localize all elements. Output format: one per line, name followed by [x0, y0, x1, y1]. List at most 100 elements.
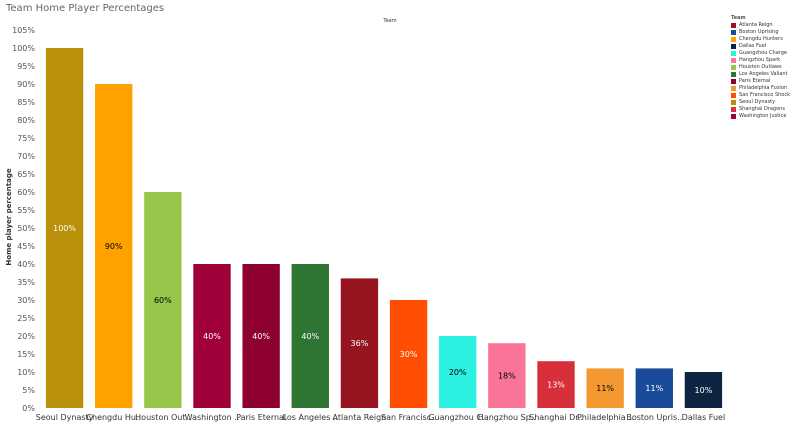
- legend-swatch: [731, 51, 736, 56]
- y-tick-label: 55%: [17, 206, 35, 215]
- legend-item[interactable]: Houston Outlaws: [731, 64, 800, 71]
- bar[interactable]: [537, 361, 575, 408]
- legend-item[interactable]: Philadelphia Fusion: [731, 85, 800, 92]
- legend-items: Atlanta Reign Boston Uprising Chengdu Hunt…: [731, 22, 800, 120]
- bar-chart: Team Home player percentage 0% 5% 10% 15% 20…: [5, 18, 725, 422]
- data-label: 100%: [53, 224, 76, 233]
- x-tick-label: Atlanta Reign: [333, 413, 387, 422]
- legend-label: Boston Uprising: [739, 29, 779, 35]
- y-tick-label: 5%: [22, 386, 35, 395]
- legend-label: Atlanta Reign: [739, 22, 773, 28]
- legend-label: Paris Eternal: [739, 78, 771, 84]
- y-tick-label: 25%: [17, 314, 35, 323]
- x-tick-label: Los Angeles ..: [283, 413, 338, 422]
- bar[interactable]: [488, 343, 526, 408]
- bar[interactable]: [45, 48, 84, 408]
- bar[interactable]: [340, 278, 379, 408]
- legend-swatch: [731, 114, 736, 119]
- legend-swatch: [731, 65, 736, 70]
- y-tick-label: 65%: [17, 170, 35, 179]
- y-axis-label: Home player percentage: [5, 168, 13, 265]
- data-label: 40%: [301, 332, 319, 341]
- y-tick-label: 50%: [17, 224, 35, 233]
- legend-swatch: [731, 107, 736, 112]
- legend-title: Team: [731, 15, 746, 21]
- bar[interactable]: [95, 84, 133, 408]
- y-tick-label: 105%: [12, 26, 35, 35]
- legend-label: Los Angeles Valiant: [739, 71, 788, 77]
- data-label: 18%: [498, 372, 516, 381]
- bar[interactable]: [439, 336, 477, 408]
- x-tick-label: Guangzhou C..: [428, 413, 487, 422]
- legend-item[interactable]: San Francisco Shock: [731, 92, 800, 99]
- x-tick-label: Washington ..: [185, 413, 240, 422]
- bar[interactable]: [291, 264, 329, 408]
- data-label: 40%: [203, 332, 221, 341]
- y-tick-label: 85%: [17, 98, 35, 107]
- legend-label: Hangzhou Spark: [739, 57, 781, 63]
- bar[interactable]: [242, 264, 280, 408]
- legend-label: Dallas Fuel: [739, 43, 767, 49]
- y-tick-label: 60%: [17, 188, 35, 197]
- x-tick-label: Dallas Fuel: [682, 413, 726, 422]
- bar[interactable]: [586, 368, 624, 408]
- legend-swatch: [731, 30, 736, 35]
- bar[interactable]: [144, 192, 182, 408]
- y-tick-label: 80%: [17, 116, 35, 125]
- legend-swatch: [731, 72, 736, 77]
- data-label: 11%: [645, 384, 663, 393]
- x-tick-label: Philadelphia ..: [577, 413, 633, 422]
- legend-swatch: [731, 58, 736, 63]
- x-tick-label: Shanghai Dr..: [529, 413, 583, 422]
- legend-item[interactable]: Shanghai Dragons: [731, 106, 800, 113]
- data-label: 20%: [449, 368, 467, 377]
- x-tick-label: Boston Upris..: [626, 413, 682, 422]
- y-tick-label: 10%: [17, 368, 35, 377]
- x-tick-label: Paris Eternal: [236, 413, 286, 422]
- y-tick-label: 20%: [17, 332, 35, 341]
- legend-item[interactable]: Hangzhou Spark: [731, 57, 800, 64]
- x-tick-label: Chengdu Hu..: [86, 413, 141, 422]
- x-tick-label: Seoul Dynasty: [36, 413, 94, 422]
- y-tick-label: 35%: [17, 278, 35, 287]
- y-axis: 0% 5% 10% 15% 20% 25% 30% 35% 40% 45% 50% 55% 60% 65%…: [12, 26, 35, 413]
- legend-item[interactable]: Seoul Dynasty: [731, 99, 800, 106]
- data-label: 13%: [547, 381, 565, 390]
- bar[interactable]: [389, 300, 428, 408]
- data-label: 90%: [105, 242, 123, 251]
- bar[interactable]: [193, 264, 231, 408]
- legend-item[interactable]: Atlanta Reign: [731, 22, 800, 29]
- data-label: 10%: [695, 386, 713, 395]
- legend-item[interactable]: Los Angeles Valiant: [731, 71, 800, 78]
- y-tick-label: 90%: [17, 80, 35, 89]
- legend: Team Atlanta Reign Boston Uprising Chengdu…: [731, 15, 800, 120]
- legend-label: Guangzhou Charge: [739, 50, 788, 56]
- y-tick-label: 95%: [17, 62, 35, 71]
- legend-item[interactable]: Boston Uprising: [731, 29, 800, 36]
- legend-label: Washington Justice: [739, 113, 787, 119]
- bar[interactable]: [635, 368, 673, 408]
- y-tick-label: 15%: [17, 350, 35, 359]
- x-tick-label: San Francisc..: [381, 413, 436, 422]
- y-tick-label: 0%: [22, 404, 35, 413]
- legend-label: Philadelphia Fusion: [739, 85, 788, 91]
- data-label: 30%: [400, 350, 418, 359]
- chart-title: Team Home Player Percentages: [6, 3, 165, 14]
- legend-label: Chengdu Hunters: [739, 36, 783, 42]
- y-tick-label: 45%: [17, 242, 35, 251]
- bar[interactable]: [684, 372, 723, 408]
- legend-item[interactable]: Chengdu Hunters: [731, 36, 800, 43]
- legend-swatch: [731, 86, 736, 91]
- legend-label: San Francisco Shock: [739, 92, 790, 98]
- column-header: Team: [382, 18, 396, 24]
- legend-label: Houston Outlaws: [739, 64, 782, 70]
- legend-item[interactable]: Dallas Fuel: [731, 43, 800, 50]
- legend-item[interactable]: Washington Justice: [731, 113, 800, 120]
- y-tick-label: 30%: [17, 296, 35, 305]
- legend-item[interactable]: Paris Eternal: [731, 78, 800, 85]
- legend-item[interactable]: Guangzhou Charge: [731, 50, 800, 57]
- legend-swatch: [731, 37, 736, 42]
- data-label: 11%: [596, 384, 614, 393]
- legend-swatch: [731, 44, 736, 49]
